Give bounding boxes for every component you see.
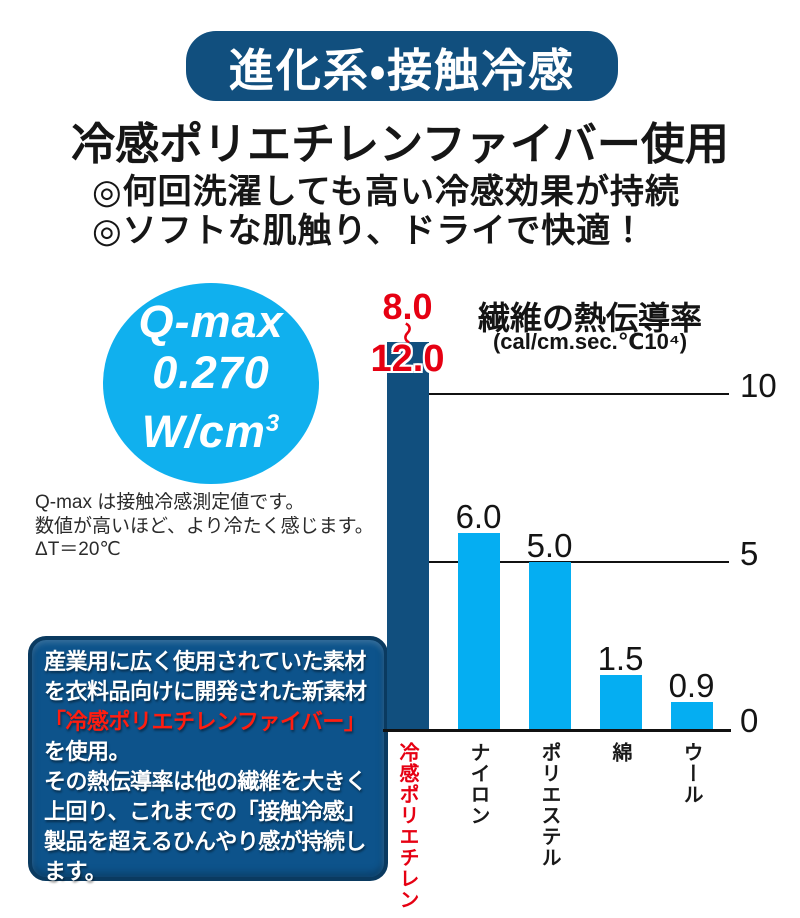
qmax-unit-sup: 3	[265, 410, 281, 437]
bar-value-label: 5.0	[526, 527, 573, 564]
chart-unit-label: (cal/cm.sec.℃10⁴)	[492, 329, 688, 354]
bar-category-label: 冷感ポリエチレン	[396, 742, 418, 910]
info-line: 上回り、これまでの「接触冷感」	[44, 799, 366, 824]
chart-plot: 0 5 10 8.0 〜 12.0 冷感ポリエチレン 6.0 ナイロン 5.0 ポリエステル 1.5 綿…	[371, 280, 800, 918]
feature-bullets: ◎何回洗濯しても高い冷感効果が持続 ◎ソフトな肌触り、ドライで快適！	[92, 173, 680, 251]
page-title: 冷感ポリエチレンファイバー使用	[71, 120, 729, 169]
info-line-highlight: 「冷感ポリエチレンファイバー」	[44, 709, 366, 734]
qmax-unit: W/cm3	[103, 398, 319, 457]
bar-ポリエステル	[528, 562, 571, 729]
y-axis-tick-10: 10	[740, 367, 777, 404]
bar-value-range-low: 8.0	[382, 286, 433, 327]
bar-value-range-high: 12.0	[370, 338, 445, 380]
qmax-note: Q-max は接触冷感測定値です。 数値が高いほど、より冷たく感じます。 ΔT＝…	[35, 491, 374, 562]
feature-bullet: ◎ソフトな肌触り、ドライで快適！	[92, 212, 647, 250]
y-axis-tick-5: 5	[740, 534, 759, 572]
x-axis-line	[383, 729, 731, 732]
info-line: 製品を超えるひんやり感が持続し	[44, 829, 366, 854]
qmax-value: 0.270	[152, 347, 270, 398]
info-line: 産業用に広く使用されていた素材	[44, 649, 366, 674]
qmax-title: Q-max	[138, 296, 284, 347]
info-line: を衣料品向けに開発された新素材	[44, 679, 367, 704]
info-line: ます。	[44, 859, 107, 884]
qmax-note-line: 数値が高いほど、より冷たく感じます。	[35, 515, 374, 537]
bar-chart: 繊維の熱伝導率 (cal/cm.sec.℃10⁴) 0 5 10 8.0 〜 12.0 冷感…	[371, 280, 800, 918]
qmax-badge: Q-max 0.270 W/cm3	[103, 283, 319, 484]
feature-bullet: ◎何回洗濯しても高い冷感効果が持続	[92, 173, 680, 211]
top-banner: 進化系・接触冷感	[186, 31, 618, 101]
bar-ウール	[670, 702, 713, 729]
qmax-note-line: ΔT＝20℃	[35, 539, 121, 560]
bar-category-label: ナイロン	[467, 742, 489, 826]
gridline-5	[387, 560, 729, 563]
bar-value-label: 0.9	[668, 667, 715, 704]
bar-category-label: ウール	[680, 742, 702, 805]
gridline-10	[387, 393, 729, 395]
bar-冷感ポリエチレン	[386, 342, 429, 729]
info-line: を使用。	[44, 739, 131, 764]
y-axis-tick-0: 0	[740, 702, 759, 739]
chart-title: 繊維の熱伝導率	[477, 300, 702, 336]
bar-ナイロン	[457, 533, 500, 729]
bar-value-label: 6.0	[455, 498, 502, 535]
bar-value-label: 1.5	[597, 640, 644, 677]
bar-category-label: 綿	[609, 742, 631, 763]
qmax-note-line: Q-max は接触冷感測定値です。	[35, 492, 305, 513]
material-info-box: 産業用に広く使用されていた素材 を衣料品向けに開発された新素材 「冷感ポリエチレンフ…	[28, 636, 388, 884]
banner-label: 進化系・接触冷感	[228, 44, 576, 96]
bar-category-label: ポリエステル	[538, 742, 560, 868]
info-line: その熱伝導率は他の繊維を大きく	[44, 769, 367, 794]
bar-綿	[599, 675, 642, 729]
qmax-unit-text: W/cm	[141, 406, 266, 457]
